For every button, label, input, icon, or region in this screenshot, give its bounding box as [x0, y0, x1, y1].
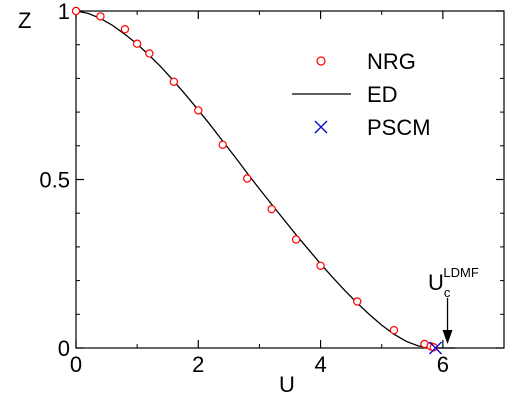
legend-ed-label: ED	[367, 82, 398, 107]
data-point-nrg	[169, 77, 179, 86]
legend-nrg-label: NRG	[367, 49, 416, 74]
x-tick-label: 2	[192, 352, 204, 377]
x-tick-label: 0	[70, 352, 82, 377]
data-point-nrg	[242, 174, 252, 183]
x-tick-label: 6	[437, 352, 449, 377]
uc-ldmf-label: UcLDMF	[428, 265, 479, 300]
legend-pscm-label: PSCM	[367, 115, 431, 140]
data-point-nrg	[316, 261, 325, 270]
data-point-nrg	[429, 343, 438, 352]
data-point-pscm	[429, 341, 442, 355]
legend-nrg-marker	[316, 56, 326, 66]
data-point-nrg	[145, 49, 154, 58]
y-tick-label: 0	[58, 336, 70, 361]
data-point-nrg	[120, 24, 130, 34]
x-axis-title: U	[279, 372, 295, 397]
series-line-ed	[75, 10, 456, 349]
data-point-nrg	[353, 297, 362, 306]
data-point-nrg	[96, 12, 105, 21]
uc-ldmf-arrow-head	[442, 330, 453, 344]
data-point-nrg	[71, 6, 81, 16]
y-tick-label: 0.5	[39, 168, 70, 193]
data-point-nrg	[194, 106, 203, 115]
data-point-nrg	[218, 140, 227, 149]
legend: NRG ED PSCM	[292, 49, 431, 140]
axis-ticks: 0 2 4 6 0 0.5 1	[39, 0, 504, 377]
data-point-nrg	[389, 325, 399, 335]
y-tick-label: 1	[58, 0, 70, 24]
series-layer	[71, 6, 456, 355]
data-point-nrg	[132, 39, 142, 48]
y-axis-title: Z	[18, 8, 31, 33]
legend-pscm-marker	[314, 120, 328, 134]
data-point-nrg	[267, 204, 276, 214]
data-point-nrg	[291, 235, 301, 244]
uc-ldmf-annotation: UcLDMF	[428, 265, 479, 344]
x-tick-label: 4	[314, 352, 326, 377]
plot-frame	[75, 10, 505, 349]
